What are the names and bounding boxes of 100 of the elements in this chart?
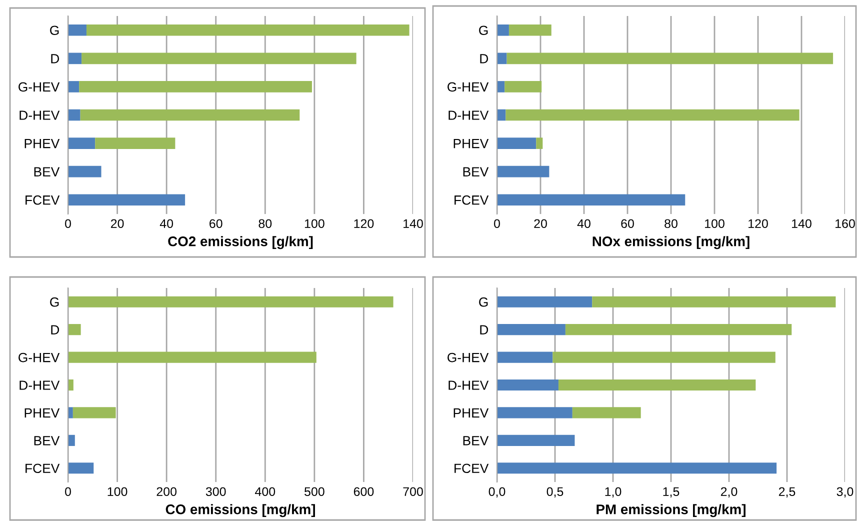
bar xyxy=(68,434,75,446)
bar xyxy=(68,462,94,474)
y-tick-label: BEV xyxy=(463,167,489,176)
y-tick-label: PHEV xyxy=(24,408,60,418)
y-tick-label: G xyxy=(50,26,59,36)
x-tick-label: 2,5 xyxy=(778,487,796,498)
bar xyxy=(68,138,96,149)
bar xyxy=(497,462,777,474)
x-axis-title: CO emissions [mg/km] xyxy=(166,504,315,518)
x-tick-label: 300 xyxy=(206,487,226,496)
bar xyxy=(497,324,566,336)
x-axis-title: NOx emissions [mg/km] xyxy=(592,236,750,250)
bar xyxy=(68,24,86,36)
bar xyxy=(497,352,553,363)
bar xyxy=(497,379,558,391)
bar xyxy=(497,194,686,206)
bar xyxy=(497,81,505,92)
bar xyxy=(68,109,80,121)
x-tick-label: 700 xyxy=(403,487,423,496)
y-tick-label: D-HEV xyxy=(20,380,60,390)
x-tick-label: 3,0 xyxy=(836,487,854,498)
bar xyxy=(82,52,356,64)
x-tick-label: 100 xyxy=(108,487,128,496)
x-tick-label: 100 xyxy=(705,219,724,228)
bar xyxy=(68,407,73,418)
y-tick-label: D xyxy=(51,325,60,334)
x-tick-label: 80 xyxy=(258,219,272,228)
bar xyxy=(86,24,410,36)
bar xyxy=(68,166,102,178)
y-tick-label: BEV xyxy=(34,167,60,176)
x-tick-label: 160 xyxy=(836,219,855,228)
x-tick-label: 80 xyxy=(664,219,678,228)
y-tick-label: FCEV xyxy=(454,195,489,205)
y-tick-label: G xyxy=(50,297,59,307)
bar xyxy=(68,379,74,391)
y-tick-label: D-HEV xyxy=(448,110,489,120)
x-tick-label: 0 xyxy=(65,219,71,228)
bar xyxy=(497,407,572,418)
bar xyxy=(572,407,641,418)
bar xyxy=(68,81,80,92)
y-tick-label: G xyxy=(479,297,488,307)
bar xyxy=(592,296,836,308)
bar xyxy=(497,52,507,64)
y-tick-label: PHEV xyxy=(454,138,489,148)
bar xyxy=(79,81,312,92)
y-tick-label: FCEV xyxy=(26,195,60,205)
bar xyxy=(68,52,82,64)
bar xyxy=(68,352,316,363)
y-tick-label: BEV xyxy=(463,436,489,446)
y-tick-label: G-HEV xyxy=(448,82,489,92)
y-tick-label: PHEV xyxy=(24,138,60,148)
x-tick-label: 0 xyxy=(494,219,500,228)
x-tick-label: 1,0 xyxy=(605,487,622,498)
y-tick-label: FCEV xyxy=(26,464,60,474)
bar xyxy=(497,296,592,308)
bar xyxy=(68,194,186,206)
x-tick-label: 600 xyxy=(354,487,374,496)
bar xyxy=(72,407,116,418)
bar xyxy=(497,138,536,149)
bar xyxy=(95,138,176,149)
y-tick-label: D-HEV xyxy=(20,110,60,120)
x-tick-label: 1,5 xyxy=(663,487,680,498)
x-tick-label: 20 xyxy=(110,219,124,228)
x-tick-label: 20 xyxy=(534,219,547,228)
x-tick-label: 400 xyxy=(255,487,276,496)
bar xyxy=(497,434,575,446)
x-tick-label: 0,0 xyxy=(488,487,506,498)
y-tick-label: D-HEV xyxy=(448,380,489,390)
bar xyxy=(506,109,800,121)
y-tick-label: D xyxy=(480,54,488,64)
y-tick-label: FCEV xyxy=(454,464,489,474)
x-tick-label: 500 xyxy=(304,487,324,496)
x-tick-label: 60 xyxy=(621,219,634,228)
bar xyxy=(506,52,834,64)
bar xyxy=(508,24,552,36)
x-tick-label: 120 xyxy=(354,219,374,228)
y-tick-label: G-HEV xyxy=(18,82,60,92)
bar xyxy=(536,138,543,149)
y-tick-label: G xyxy=(479,26,488,36)
bar xyxy=(497,24,509,36)
x-tick-label: 2,0 xyxy=(720,487,738,498)
x-tick-label: 120 xyxy=(748,219,768,228)
y-tick-label: BEV xyxy=(34,436,60,446)
x-tick-label: 40 xyxy=(160,219,174,228)
bar xyxy=(497,166,550,178)
bar xyxy=(558,379,756,391)
bar xyxy=(68,296,394,308)
y-tick-label: G-HEV xyxy=(18,352,60,362)
x-tick-label: 60 xyxy=(210,219,222,228)
x-tick-label: 200 xyxy=(156,487,177,496)
x-axis-title: CO2 emissions [g/km] xyxy=(168,236,313,250)
bar xyxy=(552,352,776,363)
x-axis-title: PM emissions [mg/km] xyxy=(596,504,746,518)
x-tick-label: 0 xyxy=(65,487,71,496)
x-tick-label: 140 xyxy=(404,219,423,228)
x-tick-label: 140 xyxy=(792,219,812,228)
y-tick-label: D xyxy=(51,54,60,64)
bar xyxy=(504,81,542,92)
x-tick-label: 0,5 xyxy=(546,487,564,498)
bar xyxy=(68,324,81,336)
